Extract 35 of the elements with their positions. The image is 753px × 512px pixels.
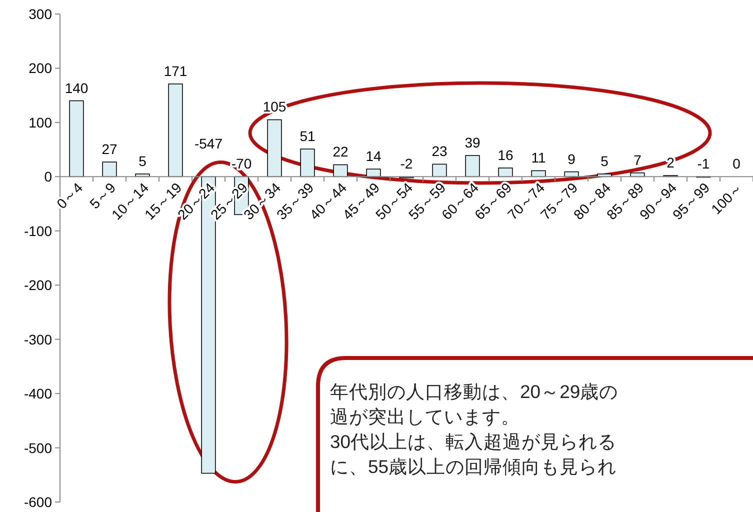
annotation: 年代別の人口移動は、20～29歳の [330, 381, 618, 402]
data-label: -70 [231, 156, 252, 172]
data-label: 9 [568, 150, 576, 167]
data-label: -2 [400, 156, 413, 172]
data-label: 7 [634, 152, 642, 168]
data-label: 11 [531, 150, 546, 166]
data-label: 22 [332, 144, 348, 160]
y-tick-label: -300 [24, 331, 52, 348]
data-label: 171 [164, 62, 188, 79]
data-label: 39 [464, 134, 480, 151]
annotation: 30代以上は、転入超過が見られる [330, 431, 617, 452]
y-tick-label: -100 [24, 222, 52, 239]
y-tick-label: -200 [24, 277, 52, 294]
x-tick-label: 100～ [708, 179, 746, 218]
data-label: 51 [300, 128, 316, 144]
y-tick-label: -400 [24, 386, 52, 402]
y-tick-label: 0 [44, 168, 52, 185]
data-label: 0 [732, 156, 741, 172]
data-label: 16 [498, 146, 514, 163]
data-label: 14 [366, 148, 382, 164]
annotation: に、55歳以上の回帰傾向も見られ [330, 456, 617, 477]
y-tick-label: -600 [24, 494, 52, 510]
y-tick-label: 300 [28, 6, 52, 22]
data-label: 23 [432, 143, 448, 160]
y-tick-label: 100 [28, 114, 52, 130]
y-tick-label: -500 [24, 440, 52, 456]
annotation: 過が突出しています。 [330, 406, 520, 427]
x-tick-label: 0～4 [53, 179, 86, 212]
y-tick-label: 200 [28, 60, 52, 76]
data-label: 140 [64, 80, 88, 96]
data-label: -1 [697, 156, 710, 172]
data-label: -547 [194, 136, 223, 152]
data-label: 5 [600, 152, 609, 169]
data-label: 5 [138, 152, 147, 169]
data-label: 27 [102, 141, 118, 158]
